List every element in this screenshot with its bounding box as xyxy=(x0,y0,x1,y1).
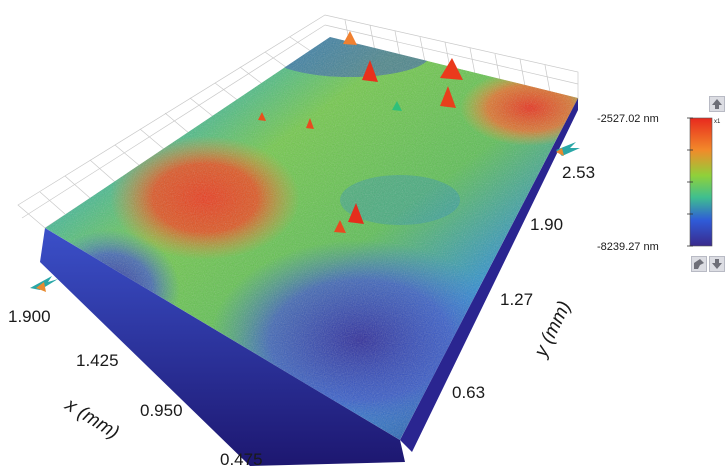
arrow-up-button[interactable] xyxy=(709,96,725,112)
surface-peaks xyxy=(258,31,463,233)
x-tick-label: 1.425 xyxy=(76,351,119,370)
y-tick-label: 0.63 xyxy=(452,383,485,402)
x-tick-label: 0.475 xyxy=(220,450,263,466)
colorbar-max-label: -2527.02 nm xyxy=(597,113,659,125)
colorbar-scale-label: x1 xyxy=(714,119,721,125)
rotate-button[interactable] xyxy=(691,256,707,272)
x-axis-title: x (mm) xyxy=(61,394,123,444)
arrow-down-icon xyxy=(712,259,722,269)
arrow-up-icon xyxy=(712,99,722,109)
surface-right-skirt xyxy=(400,98,578,452)
colorbar-ticks xyxy=(687,117,693,247)
x-tick-label: 1.900 xyxy=(8,307,51,326)
y-tick-label: 1.90 xyxy=(530,215,563,234)
rotate-icon xyxy=(694,259,704,269)
colorbar-min-label: -8239.27 nm xyxy=(597,241,659,253)
axis-handle-icon[interactable] xyxy=(556,142,580,156)
y-axis-title: y (mm) xyxy=(530,298,576,362)
x-tick-label: 0.950 xyxy=(140,401,183,420)
y-tick-label: 1.27 xyxy=(500,290,533,309)
axis-handle-icon[interactable] xyxy=(30,276,58,292)
arrow-down-button[interactable] xyxy=(709,256,725,272)
surface-front-skirt xyxy=(40,228,405,466)
colorbar xyxy=(689,117,713,247)
y-tick-label: 2.53 xyxy=(562,163,595,182)
